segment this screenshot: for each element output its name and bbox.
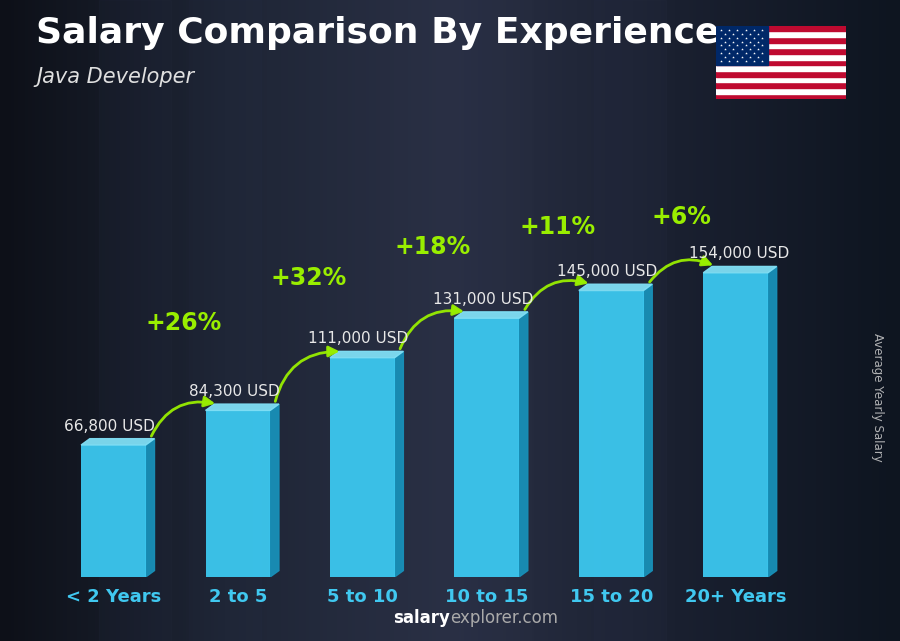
Text: +26%: +26% (146, 311, 222, 335)
Bar (81, 445, 146, 577)
Text: +6%: +6% (652, 205, 712, 229)
Bar (716, 82, 846, 88)
Text: 84,300 USD: 84,300 USD (189, 384, 280, 399)
Bar (716, 26, 768, 65)
Bar (716, 94, 846, 99)
Bar (716, 31, 846, 37)
Bar (716, 43, 846, 48)
Bar (716, 54, 846, 60)
Text: +32%: +32% (270, 266, 346, 290)
Text: explorer.com: explorer.com (450, 609, 558, 627)
FancyArrowPatch shape (151, 397, 212, 436)
Bar (99, 0, 171, 641)
Polygon shape (644, 284, 652, 577)
FancyArrowPatch shape (650, 256, 710, 282)
Polygon shape (768, 267, 777, 577)
Text: salary: salary (393, 609, 450, 627)
Text: +11%: +11% (519, 215, 596, 239)
Bar (716, 71, 846, 77)
Text: 66,800 USD: 66,800 USD (64, 419, 155, 434)
Polygon shape (519, 312, 527, 577)
Bar (716, 37, 846, 43)
Polygon shape (703, 267, 777, 273)
Bar (716, 26, 846, 31)
FancyArrowPatch shape (525, 276, 586, 310)
Bar (716, 48, 846, 54)
Text: Salary Comparison By Experience: Salary Comparison By Experience (36, 16, 719, 50)
Bar (459, 0, 531, 641)
Polygon shape (395, 351, 403, 577)
Polygon shape (205, 404, 279, 410)
Polygon shape (454, 312, 527, 318)
Text: 145,000 USD: 145,000 USD (557, 264, 658, 279)
Bar (454, 318, 519, 577)
Bar (205, 410, 270, 577)
Text: +18%: +18% (395, 235, 471, 258)
FancyArrowPatch shape (400, 306, 461, 349)
Bar (189, 0, 261, 641)
Polygon shape (81, 438, 155, 445)
Text: Java Developer: Java Developer (36, 67, 194, 87)
Bar (579, 290, 644, 577)
Text: 154,000 USD: 154,000 USD (689, 247, 789, 262)
Bar (330, 358, 395, 577)
Bar (716, 65, 846, 71)
Polygon shape (146, 438, 155, 577)
FancyArrowPatch shape (275, 347, 337, 401)
Text: 131,000 USD: 131,000 USD (433, 292, 533, 307)
Bar (716, 60, 846, 65)
Text: 111,000 USD: 111,000 USD (309, 331, 409, 346)
Polygon shape (270, 404, 279, 577)
Bar (594, 0, 666, 641)
Polygon shape (330, 351, 403, 358)
Text: Average Yearly Salary: Average Yearly Salary (871, 333, 884, 462)
Bar (716, 88, 846, 94)
Bar (703, 273, 768, 577)
Bar (716, 77, 846, 82)
Polygon shape (579, 284, 652, 290)
